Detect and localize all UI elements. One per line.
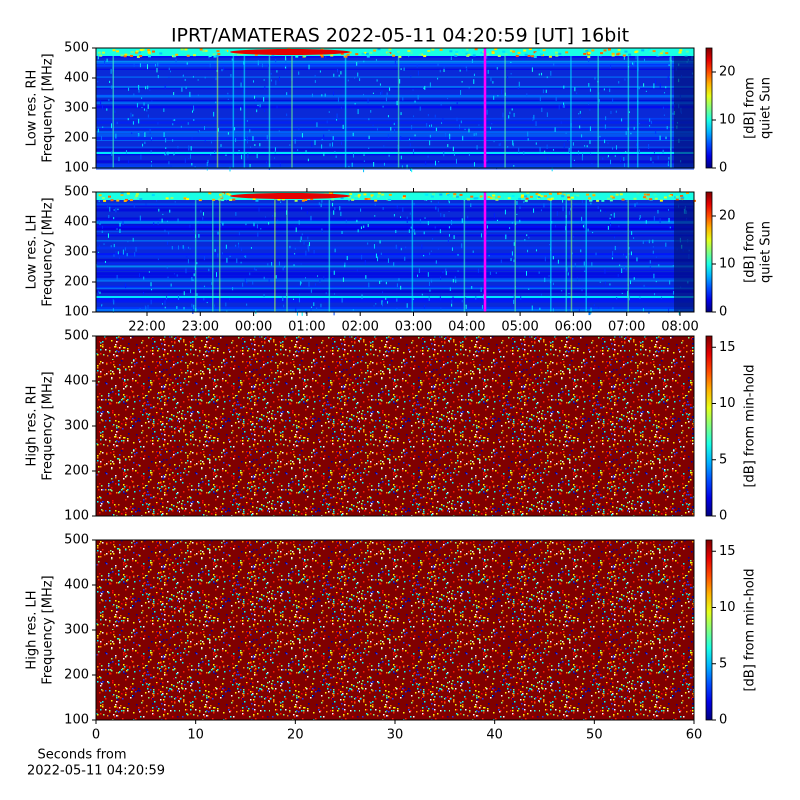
colorbar-label: [dB] from — [743, 221, 758, 283]
x-tick-label: 03:00 — [395, 320, 432, 335]
colorbar-tick-label: 10 — [719, 600, 736, 615]
spectrogram — [96, 48, 694, 173]
x-tick-label: 04:00 — [448, 320, 485, 335]
y-tick-label: 200 — [64, 668, 89, 683]
y-tick-label: 500 — [64, 329, 89, 344]
y-tick-label: 100 — [64, 305, 89, 320]
y-axis-label: Low res. LH — [25, 215, 40, 290]
colorbar-tick-label: 10 — [719, 257, 736, 272]
colorbar — [705, 335, 713, 517]
y-axis-label: Frequency [MHz] — [41, 53, 56, 162]
colorbar-tick-label: 0 — [719, 509, 727, 524]
y-axis-label: Frequency [MHz] — [41, 197, 56, 306]
x-axis-label: Seconds from — [37, 748, 126, 763]
colorbar-tick-label: 5 — [719, 656, 727, 671]
colorbar-tick-label: 0 — [719, 713, 727, 728]
x-tick-label: 40 — [486, 728, 503, 743]
x-tick-label: 08:00 — [661, 320, 698, 335]
y-tick-label: 500 — [64, 533, 89, 548]
x-tick-label: 02:00 — [341, 320, 378, 335]
x-tick-label: 20 — [287, 728, 304, 743]
colorbar — [705, 539, 713, 721]
colorbar-label: quiet Sun — [759, 221, 774, 283]
colorbar-tick-label: 15 — [719, 544, 736, 559]
y-tick-label: 400 — [64, 71, 89, 86]
y-tick-label: 100 — [64, 161, 89, 176]
colorbar-tick-label: 10 — [719, 396, 736, 411]
spectrogram — [96, 540, 694, 720]
y-tick-label: 400 — [64, 578, 89, 593]
colorbar-tick-label: 0 — [719, 305, 727, 320]
colorbar-label: [dB] from min-hold — [743, 568, 758, 691]
colorbar — [705, 191, 713, 313]
chart-title: IPRT/AMATERAS 2022-05-11 04:20:59 [UT] 1… — [171, 25, 629, 47]
x-tick-label: 06:00 — [555, 320, 592, 335]
spectrogram — [96, 336, 694, 516]
colorbar-label: [dB] from min-hold — [743, 364, 758, 487]
colorbar-tick-label: 20 — [719, 209, 736, 224]
colorbar-label: [dB] from — [743, 77, 758, 139]
x-tick-label: 10 — [187, 728, 204, 743]
x-tick-label: 0 — [92, 728, 100, 743]
colorbar-label: quiet Sun — [759, 77, 774, 139]
y-tick-label: 200 — [64, 464, 89, 479]
x-tick-label: 30 — [387, 728, 404, 743]
x-tick-label: 50 — [586, 728, 603, 743]
colorbar-tick-label: 10 — [719, 113, 736, 128]
x-axis-label: 2022-05-11 04:20:59 — [27, 764, 165, 779]
x-tick-label: 05:00 — [501, 320, 538, 335]
x-tick-label: 07:00 — [608, 320, 645, 335]
x-tick-label: 22:00 — [128, 320, 165, 335]
y-tick-label: 300 — [64, 623, 89, 638]
y-tick-label: 300 — [64, 245, 89, 260]
spectrogram — [96, 192, 697, 316]
colorbar-tick-label: 5 — [719, 452, 727, 467]
colorbar-tick-label: 0 — [719, 161, 727, 176]
x-tick-label: 60 — [686, 728, 703, 743]
y-tick-label: 100 — [64, 713, 89, 728]
y-axis-label: High res. LH — [25, 590, 40, 669]
y-axis-label: High res. RH — [25, 386, 40, 467]
x-tick-label: 01:00 — [288, 320, 325, 335]
x-tick-label: 23:00 — [182, 320, 219, 335]
x-tick-label: 00:00 — [235, 320, 272, 335]
y-tick-label: 400 — [64, 215, 89, 230]
y-tick-label: 300 — [64, 419, 89, 434]
y-axis-label: Low res. RH — [25, 70, 40, 147]
y-tick-label: 100 — [64, 509, 89, 524]
y-tick-label: 500 — [64, 185, 89, 200]
y-tick-label: 400 — [64, 374, 89, 389]
y-tick-label: 300 — [64, 101, 89, 116]
colorbar — [705, 47, 713, 169]
y-tick-label: 200 — [64, 275, 89, 290]
y-axis-label: Frequency [MHz] — [41, 371, 56, 480]
y-tick-label: 200 — [64, 131, 89, 146]
y-tick-label: 500 — [64, 41, 89, 56]
colorbar-tick-label: 20 — [719, 65, 736, 80]
colorbar-tick-label: 15 — [719, 340, 736, 355]
y-axis-label: Frequency [MHz] — [41, 575, 56, 684]
